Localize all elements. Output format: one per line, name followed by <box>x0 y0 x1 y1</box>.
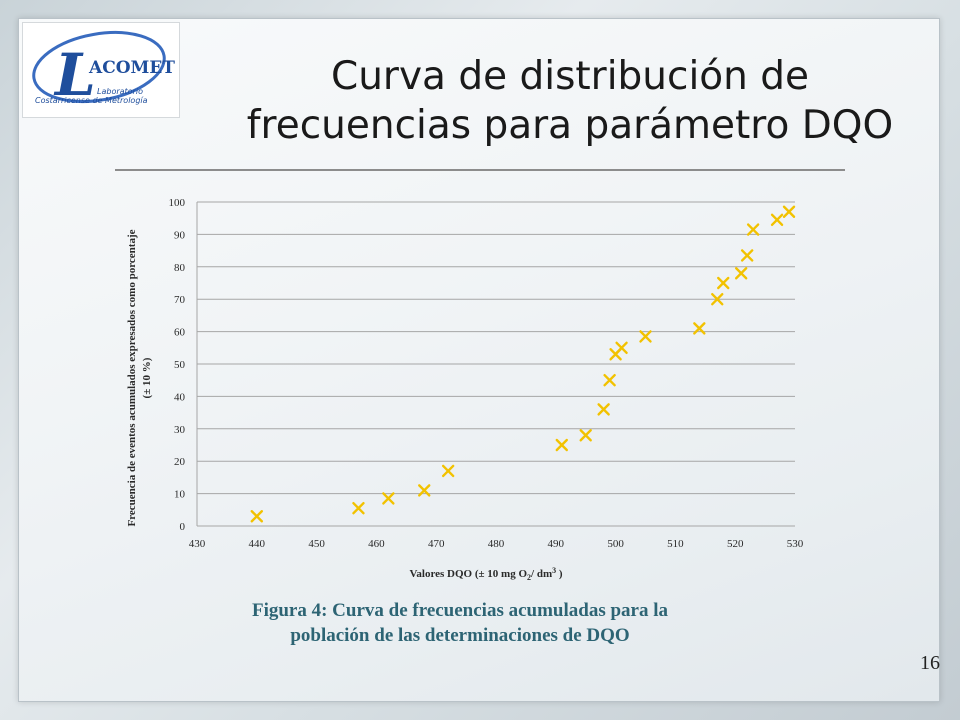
data-point <box>770 213 784 227</box>
x-axis-label-end: ) <box>556 568 563 580</box>
x-tick-label-500: 500 <box>607 538 624 550</box>
y-tick-label-30: 30 <box>174 424 186 436</box>
slide-title-line-2: frecuencias para parámetro DQO <box>246 103 894 148</box>
data-point <box>555 438 568 452</box>
data-point-stroke-b <box>418 484 431 497</box>
slide-title: Curva de distribución de frecuencias par… <box>190 52 950 150</box>
y-axis-label-line-1: Frecuencia de eventos acumulados expresa… <box>126 229 138 526</box>
data-point <box>352 501 365 515</box>
data-point-stroke-b <box>711 293 724 306</box>
logo-swoosh <box>32 31 166 103</box>
data-point-stroke-b <box>441 464 455 478</box>
data-point <box>250 510 263 523</box>
lacomet-logo: L ACOMET Laboratorio Costarricense de Me… <box>22 22 180 118</box>
y-tick-label-20: 20 <box>174 456 186 468</box>
logo-letter: L <box>53 41 96 109</box>
figure-caption: Figura 4: Curva de frecuencias acumulada… <box>140 598 780 648</box>
y-tick-label-10: 10 <box>174 489 186 501</box>
data-point <box>639 330 652 343</box>
data-point-stroke-b <box>579 429 592 442</box>
slide-background <box>18 18 940 702</box>
data-point-stroke-b <box>734 267 748 280</box>
data-point <box>782 205 796 218</box>
data-point-stroke-b <box>717 276 730 290</box>
data-point <box>615 341 628 354</box>
x-tick-label-460: 460 <box>368 538 385 550</box>
data-point <box>579 429 592 442</box>
data-point-stroke-b <box>782 205 796 218</box>
figure-caption-line-2: población de las determinaciones de DQO <box>290 625 630 646</box>
x-tick-label-430: 430 <box>189 538 206 550</box>
data-point-stroke-b <box>639 330 652 343</box>
data-points <box>250 205 796 523</box>
lacomet-logo-graphic: L ACOMET Laboratorio Costarricense de Me… <box>32 31 175 109</box>
x-tick-label-510: 510 <box>667 538 684 550</box>
y-tick-label-0: 0 <box>180 521 186 533</box>
data-point-stroke-b <box>615 341 628 354</box>
data-point-stroke-b <box>770 213 784 227</box>
data-point <box>418 484 431 497</box>
data-point <box>734 267 748 280</box>
x-tick-label-480: 480 <box>488 538 505 550</box>
tick-labels: 0 10 20 30 40 50 60 70 80 90 100 430 440 450 460 470 480… <box>169 197 804 550</box>
data-point <box>597 403 610 416</box>
data-point <box>382 492 395 505</box>
data-point-stroke-b <box>250 510 263 523</box>
y-tick-label-40: 40 <box>174 391 186 403</box>
data-point <box>603 374 616 387</box>
slide-title-line-1: Curva de distribución de <box>330 54 810 99</box>
x-tick-label-470: 470 <box>428 538 445 550</box>
data-point-stroke-b <box>746 223 760 236</box>
x-axis-label-middle: / dm <box>530 568 552 580</box>
data-point-stroke-b <box>603 374 616 387</box>
data-point <box>441 464 455 478</box>
y-axis-label-line-2: (± 10 %) <box>141 357 153 398</box>
x-tick-label-440: 440 <box>249 538 266 550</box>
y-tick-label-90: 90 <box>174 229 186 241</box>
y-tick-label-100: 100 <box>169 197 186 209</box>
x-tick-label-490: 490 <box>548 538 565 550</box>
x-axis-label-superscript: 3 <box>552 566 556 575</box>
x-axis-label-subscript: 2 <box>527 573 531 582</box>
data-point-stroke-b <box>382 492 395 505</box>
y-tick-label-80: 80 <box>174 262 186 274</box>
data-point-stroke-b <box>693 322 706 335</box>
data-point <box>693 322 706 335</box>
data-point <box>711 293 724 306</box>
data-point <box>740 249 754 262</box>
logo-line-1: Laboratorio <box>97 87 143 96</box>
data-point-stroke-b <box>740 249 754 262</box>
y-tick-label-70: 70 <box>174 294 186 306</box>
data-point-stroke-b <box>597 403 610 416</box>
data-point-stroke-b <box>352 501 365 515</box>
data-point <box>746 223 760 236</box>
x-axis-label-main: Valores DQO (± 10 mg O <box>409 568 527 580</box>
logo-line-2: Costarricense de Metrología <box>35 96 148 105</box>
x-tick-label-450: 450 <box>308 538 325 550</box>
frequency-scatter-chart: 0 10 20 30 40 50 60 70 80 90 100 430 440 450 460 470 480… <box>126 197 804 582</box>
y-tick-label-60: 60 <box>174 327 186 339</box>
title-divider <box>115 169 845 171</box>
figure-caption-line-1: Figura 4: Curva de frecuencias acumulada… <box>251 600 669 621</box>
data-point-stroke-b <box>555 438 568 452</box>
grid-lines <box>196 201 795 527</box>
x-tick-label-520: 520 <box>727 538 744 550</box>
page-number: 16 <box>920 652 940 674</box>
logo-name: ACOMET <box>88 58 175 78</box>
y-tick-label-50: 50 <box>174 359 186 371</box>
x-axis-label: Valores DQO (± 10 mg O2/ dm3 ) <box>409 566 562 582</box>
x-tick-label-530: 530 <box>787 538 804 550</box>
data-point <box>717 276 730 290</box>
